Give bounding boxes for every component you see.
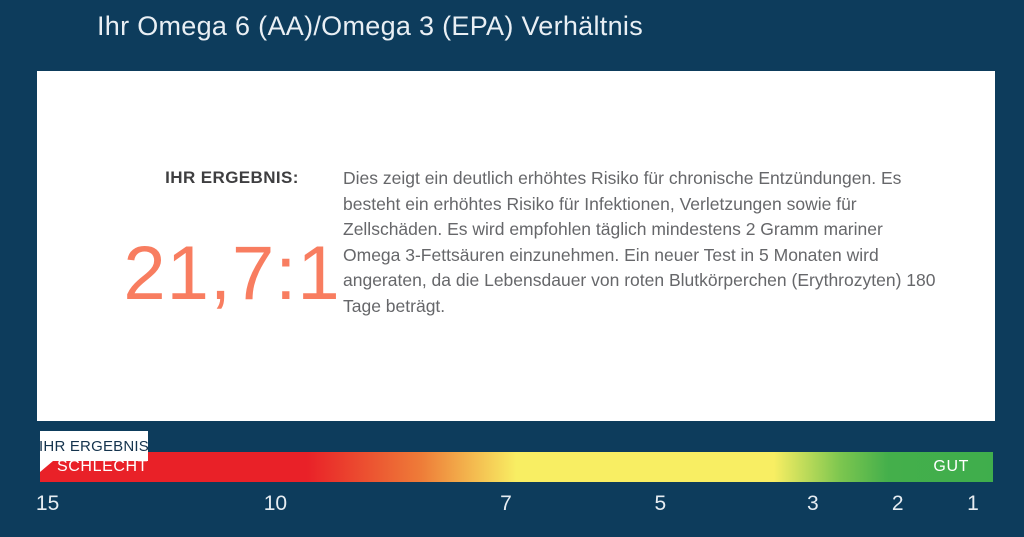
result-label: IHR ERGEBNIS: bbox=[165, 168, 299, 187]
result-description: Dies zeigt ein deutlich erhöhtes Risiko … bbox=[343, 168, 936, 316]
scale-tick-1: 1 bbox=[967, 492, 979, 515]
result-summary: IHR ERGEBNIS: 21,7:1 bbox=[107, 168, 357, 312]
result-card: IHR ERGEBNIS: 21,7:1 Dies zeigt ein deut… bbox=[37, 71, 995, 421]
result-marker-label: IHR ERGEBNIS bbox=[39, 437, 149, 455]
scale-tick-7: 7 bbox=[500, 492, 512, 515]
result-marker-pointer bbox=[40, 461, 53, 472]
gradient-scale-bar: SCHLECHT GUT bbox=[40, 452, 993, 482]
result-marker-callout: IHR ERGEBNIS bbox=[39, 431, 149, 461]
scale-tick-3: 3 bbox=[807, 492, 819, 515]
scale-bad-label: SCHLECHT bbox=[57, 458, 149, 475]
result-value: 21,7:1 bbox=[123, 231, 341, 316]
page-title: Ihr Omega 6 (AA)/Omega 3 (EPA) Verhältni… bbox=[97, 11, 644, 41]
scale-good-label: GUT bbox=[933, 458, 969, 475]
scale-tick-15: 15 bbox=[35, 492, 60, 515]
scale-tick-10: 10 bbox=[263, 492, 288, 515]
scale-axis: 15 10 7 5 3 2 1 bbox=[36, 492, 993, 522]
scale-tick-5: 5 bbox=[654, 492, 667, 515]
scale-tick-2: 2 bbox=[891, 492, 904, 515]
